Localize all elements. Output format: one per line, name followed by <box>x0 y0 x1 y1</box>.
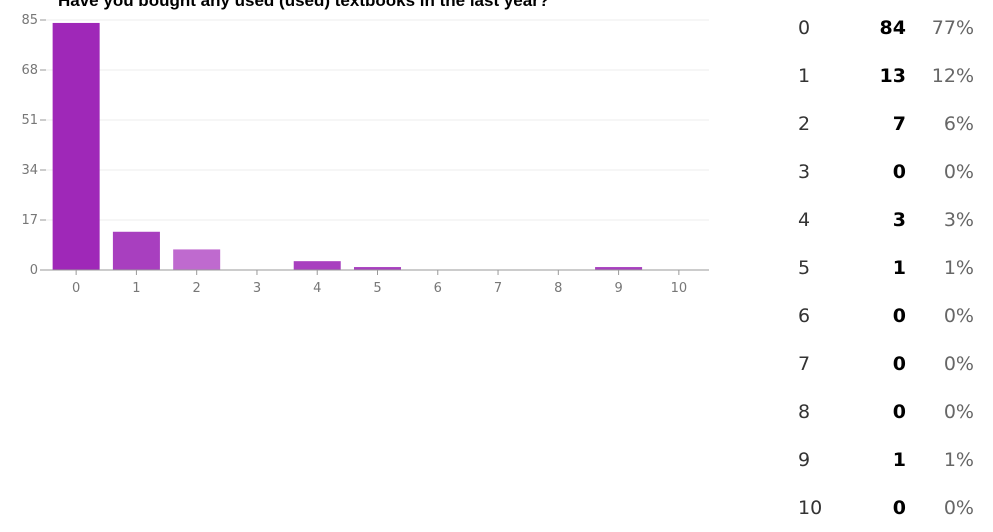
row-percentage: 0% <box>943 305 974 327</box>
row-count: 1 <box>892 449 906 471</box>
x-tick-label: 10 <box>671 281 688 296</box>
row-category: 3 <box>798 161 811 183</box>
x-tick-label: 8 <box>554 281 562 296</box>
row-count: 0 <box>892 305 906 327</box>
summary-row: 1 13 12% <box>790 52 974 100</box>
summary-row: 6 0 0% <box>790 292 974 340</box>
row-percentage: 1% <box>943 449 974 471</box>
row-count: 3 <box>892 209 906 231</box>
x-tick-label: 3 <box>253 281 261 296</box>
row-percentage: 77% <box>931 17 974 39</box>
summary-row: 0 84 77% <box>790 4 974 52</box>
summary-row: 2 7 6% <box>790 100 974 148</box>
x-tick-label: 2 <box>193 281 201 296</box>
chart-title: Have you bought any used (used) textbook… <box>58 0 550 10</box>
bar-4 <box>293 261 341 270</box>
x-tick-label: 7 <box>494 281 502 296</box>
row-count: 0 <box>892 497 906 519</box>
y-tick-label: 34 <box>21 163 38 178</box>
summary-row: 10 0 0% <box>790 484 974 532</box>
x-tick-label: 4 <box>313 281 321 296</box>
y-tick-label: 85 <box>21 13 38 28</box>
summary-row: 4 3 3% <box>790 196 974 244</box>
row-category: 5 <box>798 257 811 279</box>
row-count: 13 <box>879 65 906 87</box>
row-percentage: 1% <box>943 257 974 279</box>
row-percentage: 12% <box>931 65 974 87</box>
x-tick-label: 9 <box>614 281 622 296</box>
y-tick-label: 17 <box>21 213 38 228</box>
row-count: 0 <box>892 353 906 375</box>
bar-5 <box>353 267 402 270</box>
summary-row: 9 1 1% <box>790 436 974 484</box>
gridlines <box>46 19 709 221</box>
row-category: 2 <box>798 113 811 135</box>
x-tick-label: 0 <box>72 281 80 296</box>
row-category: 4 <box>798 209 811 231</box>
row-category: 10 <box>798 497 823 519</box>
row-count: 0 <box>892 161 906 183</box>
y-tick-label: 68 <box>21 63 38 78</box>
row-percentage: 0% <box>943 353 974 375</box>
row-percentage: 6% <box>943 113 974 135</box>
summary-row: 8 0 0% <box>790 388 974 436</box>
row-category: 7 <box>798 353 811 375</box>
x-tick-label: 6 <box>434 281 442 296</box>
x-tick-label: 1 <box>132 281 140 296</box>
y-axis: 0 17 34 51 68 85 <box>21 13 46 278</box>
row-percentage: 0% <box>943 401 974 423</box>
bars <box>52 22 643 270</box>
summary-row: 7 0 0% <box>790 340 974 388</box>
row-category: 1 <box>798 65 811 87</box>
row-category: 8 <box>798 401 811 423</box>
bar-0 <box>52 22 100 270</box>
x-tick-label: 5 <box>373 281 381 296</box>
y-tick-label: 0 <box>30 263 38 278</box>
bar-2 <box>173 249 221 270</box>
row-category: 9 <box>798 449 811 471</box>
row-count: 84 <box>879 17 906 39</box>
summary-table: 0 84 77% 1 13 12% 2 7 6% 3 0 0% 4 3 3% 5 1 1% 6 0 0% 7 0 0% 8 0 0%… <box>790 4 974 532</box>
row-category: 0 <box>798 17 811 39</box>
x-axis: 0 1 2 3 4 5 6 7 8 9 10 <box>46 269 709 296</box>
row-category: 6 <box>798 305 811 327</box>
row-percentage: 0% <box>943 161 974 183</box>
bar-9 <box>595 267 643 270</box>
summary-row: 3 0 0% <box>790 148 974 196</box>
row-count: 1 <box>892 257 906 279</box>
row-percentage: 3% <box>943 209 974 231</box>
bar-1 <box>112 231 160 270</box>
row-percentage: 0% <box>943 497 974 519</box>
row-count: 7 <box>892 113 906 135</box>
summary-row: 5 1 1% <box>790 244 974 292</box>
row-count: 0 <box>892 401 906 423</box>
y-tick-label: 51 <box>21 113 38 128</box>
